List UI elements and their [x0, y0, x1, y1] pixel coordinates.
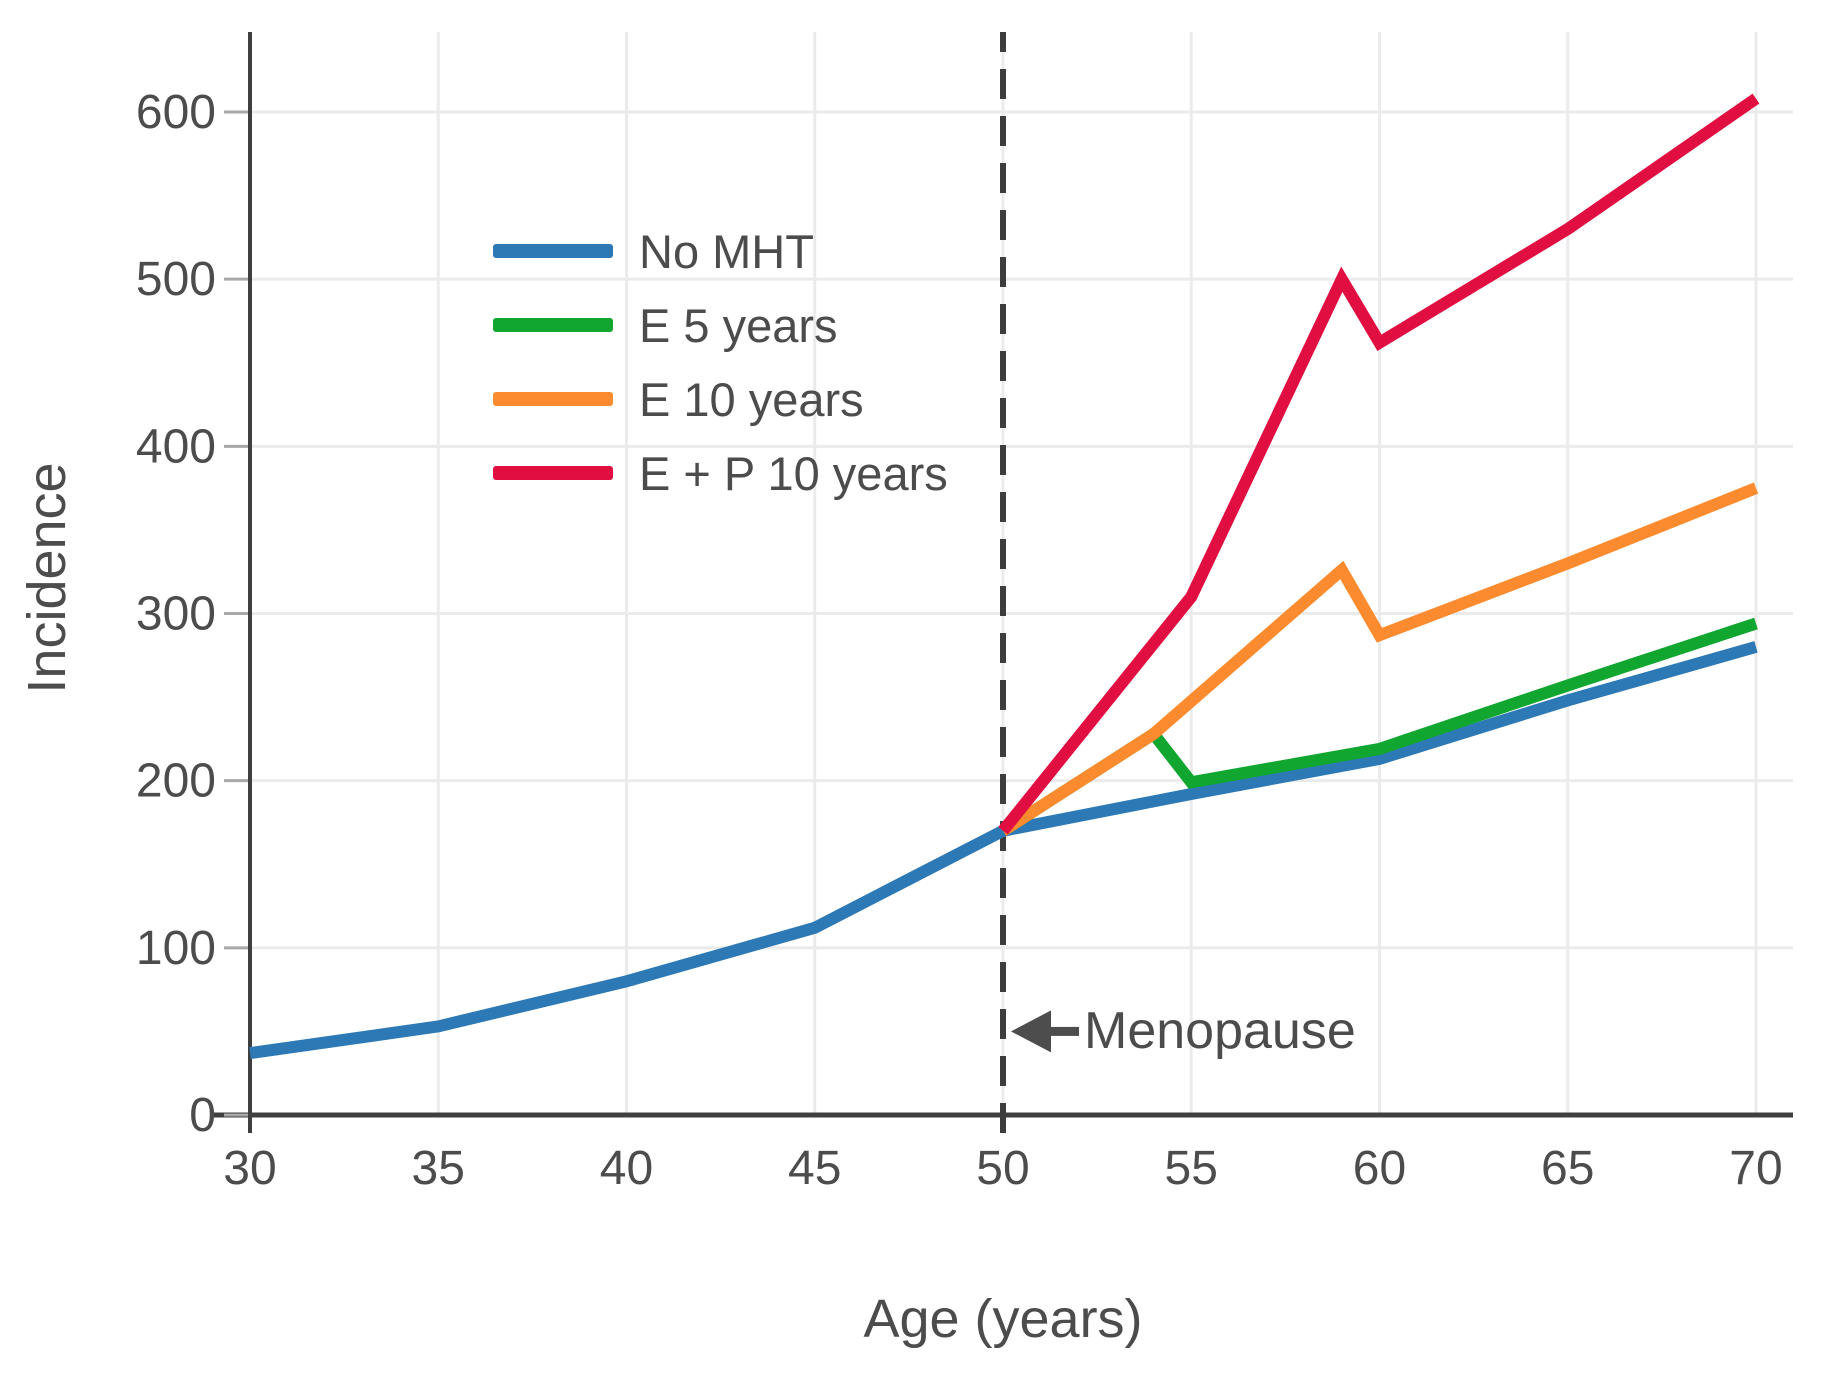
series-e-p-10-years: [998, 93, 1760, 835]
x-tick-label: 65: [1541, 1142, 1594, 1195]
legend-swatch-e5: [493, 318, 613, 332]
series-e-10-years: [999, 482, 1759, 836]
x-tick-label: 45: [788, 1142, 841, 1195]
menopause-label: Menopause: [1084, 1002, 1356, 1060]
x-tick-label: 55: [1165, 1142, 1218, 1195]
gridlines: [250, 32, 1793, 1113]
y-tick-label: 600: [136, 86, 216, 139]
y-tick-label: 200: [136, 755, 216, 808]
x-tick-label: 30: [223, 1142, 276, 1195]
legend-item-e10: E 10 years: [493, 362, 948, 436]
x-tick-label: 35: [412, 1142, 465, 1195]
y-tick-label: 0: [189, 1089, 216, 1142]
y-axis-title: Incidence: [17, 462, 77, 694]
legend-item-e5: E 5 years: [493, 288, 948, 362]
legend-label-e10: E 10 years: [639, 372, 864, 426]
legend-label-no-mht: No MHT: [639, 224, 814, 278]
legend-item-no-mht: No MHT: [493, 214, 948, 288]
arrowhead-icon: [1011, 1010, 1051, 1053]
x-tick-label: 60: [1353, 1142, 1406, 1195]
x-axis-title: Age (years): [863, 1289, 1143, 1349]
legend-label-e5: E 5 years: [639, 298, 838, 352]
y-tick-label: 500: [136, 253, 216, 306]
legend-item-ep10: E + P 10 years: [493, 436, 948, 510]
tick-labels: 30 35 40 45 50 55 60 65 70 0 100 200 300 400 500 600: [136, 86, 1783, 1195]
y-tick-label: 400: [136, 420, 216, 473]
legend-swatch-no-mht: [493, 244, 613, 258]
x-tick-label: 40: [600, 1142, 653, 1195]
y-tick-label: 100: [136, 922, 216, 975]
legend-swatch-ep10: [493, 466, 613, 480]
legend-label-ep10: E + P 10 years: [639, 446, 948, 500]
x-tick-label: 70: [1729, 1142, 1782, 1195]
legend-swatch-e10: [493, 392, 613, 406]
x-tick-label: 50: [976, 1142, 1029, 1195]
y-tick-label: 300: [136, 588, 216, 641]
menopause-arrow: [1011, 1010, 1079, 1053]
arrow-shaft: [1047, 1026, 1079, 1036]
legend: No MHT E 5 years E 10 years E + P 10 yea…: [493, 214, 948, 510]
